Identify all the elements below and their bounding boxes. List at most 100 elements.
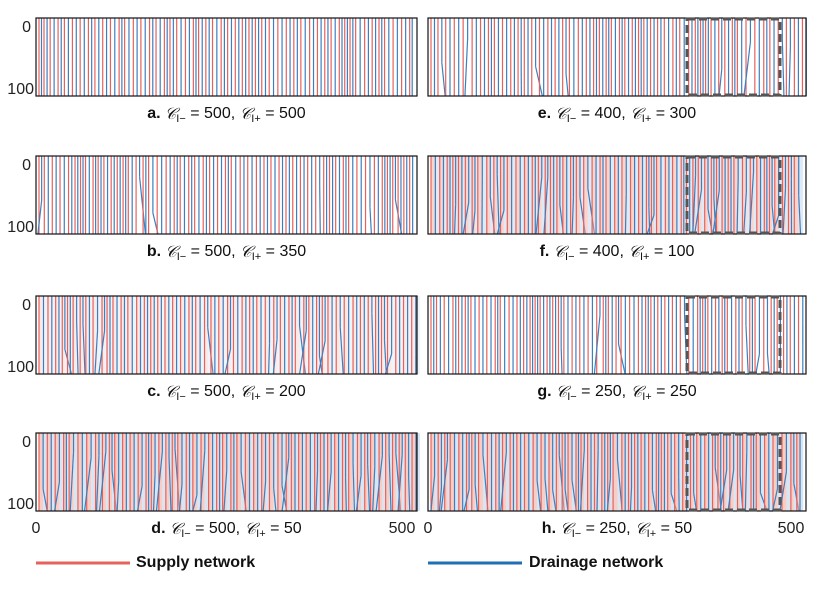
supply-zone — [733, 156, 739, 234]
drain-branch — [371, 313, 375, 375]
drain-zone — [726, 433, 730, 511]
supply-zone — [742, 156, 747, 234]
drain-branch — [781, 38, 785, 97]
caption: c. 𝒞I− = 500, 𝒞I+ = 200 — [147, 382, 306, 403]
drain-branch — [168, 457, 172, 512]
drain-zone — [475, 433, 479, 511]
drain-zone — [43, 296, 48, 374]
supply-zone — [524, 156, 529, 234]
caption-part: I− — [177, 251, 186, 263]
drain-zone — [528, 156, 533, 234]
drain-zone — [249, 433, 254, 511]
supply-zone — [790, 433, 794, 511]
drain-zone — [700, 433, 705, 511]
supply-zone — [507, 156, 512, 234]
caption-part: I− — [176, 391, 185, 403]
supply-zone — [95, 433, 99, 511]
supply-zone — [242, 296, 246, 374]
drain-branch — [782, 188, 787, 235]
supply-zone — [265, 296, 270, 374]
supply-zone — [646, 156, 649, 234]
drain-zone — [364, 296, 369, 374]
supply-zone — [614, 156, 619, 234]
drain-zone — [591, 433, 595, 511]
caption-part: 400 — [595, 105, 622, 122]
drain-branch — [42, 489, 48, 512]
drain-zone — [374, 433, 380, 511]
drain-zone — [738, 156, 743, 234]
panel-frame — [427, 155, 807, 235]
drain-zone — [506, 433, 511, 511]
supply-zone — [634, 433, 638, 511]
supply-zone — [711, 156, 714, 234]
drain-branch — [199, 450, 206, 512]
drain-zone — [565, 433, 569, 511]
caption-part: 500 — [204, 383, 231, 400]
drain-branch — [408, 477, 411, 512]
caption-part: I+ — [251, 113, 260, 125]
drain-zone — [434, 433, 439, 511]
drain-branch — [438, 487, 443, 512]
drain-branch — [339, 327, 344, 375]
supply-zone — [253, 433, 258, 511]
supply-zone — [486, 156, 491, 234]
caption-part: I− — [181, 528, 190, 540]
drain-zone — [134, 433, 139, 511]
caption-part: , — [621, 105, 630, 122]
supply-zone — [729, 433, 734, 511]
supply-zone — [478, 433, 483, 511]
drain-zone — [695, 156, 699, 234]
drain-zone — [545, 433, 549, 511]
drain-zone — [98, 433, 103, 511]
highlight-box — [685, 432, 782, 512]
supply-zone — [273, 296, 278, 374]
drain-branch — [587, 188, 596, 235]
drain-zone — [573, 156, 577, 234]
drain-branch — [544, 478, 549, 512]
drain-branch — [648, 207, 651, 235]
supply-zone — [621, 156, 627, 234]
drain-branch — [37, 200, 43, 235]
drain-zone — [785, 156, 789, 234]
drain-zone — [535, 156, 539, 234]
drain-zone — [766, 156, 770, 234]
supply-zone — [322, 296, 326, 374]
drain-branch — [155, 451, 163, 512]
drain-zone — [798, 156, 804, 234]
supply-zone — [85, 296, 90, 374]
drain-branch — [69, 452, 75, 512]
drain-branch — [579, 449, 585, 512]
supply-zone — [395, 296, 400, 374]
drain-zone — [664, 433, 668, 511]
supply-zone — [607, 433, 611, 511]
supply-zone — [628, 433, 632, 511]
supply-zone — [447, 156, 451, 234]
drain-zone — [497, 156, 501, 234]
supply-zone — [704, 156, 709, 234]
drain-branch — [98, 330, 106, 375]
drain-zone — [791, 156, 795, 234]
supply-zone — [756, 156, 761, 234]
drain-branch — [755, 354, 760, 375]
drain-zone — [273, 433, 278, 511]
drain-zone — [547, 156, 551, 234]
y-tick-label: 100 — [7, 496, 34, 513]
drain-zone — [126, 433, 131, 511]
supply-zone — [601, 433, 605, 511]
drain-zone — [777, 433, 782, 511]
supply-zone — [192, 433, 197, 511]
supply-zone — [375, 296, 379, 374]
caption-part: h. — [542, 520, 556, 537]
drain-zone — [89, 296, 94, 374]
supply-zone — [431, 433, 435, 511]
supply-zone — [121, 296, 125, 374]
drain-zone — [579, 156, 584, 234]
drain-zone — [269, 296, 274, 374]
drain-zone — [233, 433, 237, 511]
drain-zone — [110, 296, 113, 374]
drain-zone — [753, 433, 757, 511]
supply-zone — [548, 433, 553, 511]
supply-zone — [742, 433, 747, 511]
drain-zone — [760, 156, 765, 234]
drain-zone — [499, 433, 503, 511]
